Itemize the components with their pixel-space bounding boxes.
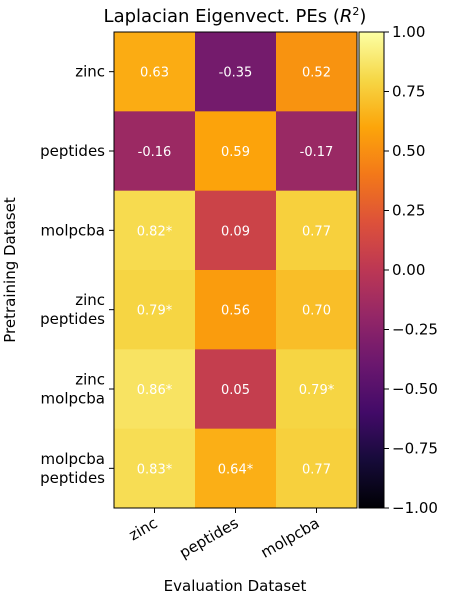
colorbar-tick-label: −0.25 xyxy=(392,321,438,339)
x-tick-label: zinc xyxy=(126,514,161,544)
cell-value-label: -0.35 xyxy=(219,66,253,81)
y-axis-label: Pretraining Dataset xyxy=(1,197,19,343)
cell-value-label: -0.16 xyxy=(138,145,172,160)
heatmap-cell xyxy=(114,270,196,350)
heatmap-cell xyxy=(276,190,358,271)
y-tick-label: peptides xyxy=(40,310,105,328)
heatmap-cell xyxy=(195,349,277,430)
cell-value-label: 0.79* xyxy=(137,304,173,319)
cell-value-label: 0.09 xyxy=(221,224,250,239)
heatmap-cell xyxy=(114,32,196,112)
y-tick-label: molpcba xyxy=(41,390,105,408)
colorbar-ticks: 1.00 0.75 0.50 0.25 0.00 −0.25 −0.50 −0.75 −1.00 xyxy=(384,23,438,517)
y-tick-label: zinc xyxy=(75,291,105,309)
x-tick-label: molpcba xyxy=(258,514,323,562)
x-axis-label: Evaluation Dataset xyxy=(164,577,307,595)
y-tick-label: peptides xyxy=(40,469,105,487)
cell-value-label: 0.82* xyxy=(137,224,173,239)
heatmap-cell xyxy=(195,270,277,350)
cell-value-label: 0.56 xyxy=(221,304,250,319)
heatmap-cell xyxy=(114,349,196,430)
colorbar-tick-label: 0.25 xyxy=(392,202,425,220)
cell-value-label: 0.70 xyxy=(302,304,331,319)
y-tick-label: zinc xyxy=(75,371,105,389)
heatmap-cell xyxy=(276,349,358,430)
heatmap-cell xyxy=(195,111,277,192)
heatmap-cell xyxy=(114,111,196,192)
colorbar-tick-label: 0.50 xyxy=(392,142,425,160)
heatmap-cell xyxy=(276,32,358,112)
heatmap-cell xyxy=(276,111,358,192)
y-tick-label: peptides xyxy=(40,142,105,160)
x-tick-label: peptides xyxy=(176,514,241,562)
heatmap-cell xyxy=(195,190,277,271)
cell-value-label: 0.63 xyxy=(140,66,169,81)
heatmap-cell xyxy=(276,270,358,350)
y-tick-label: zinc xyxy=(75,63,105,81)
colorbar-tick-label: 0.75 xyxy=(392,83,425,101)
cell-value-label: 0.52 xyxy=(302,66,331,81)
cell-value-label: 0.64* xyxy=(218,462,254,477)
heatmap-cell-labels: 0.63 -0.35 0.52 -0.16 0.59 -0.17 0.82* 0.09 0.77… xyxy=(137,66,335,478)
chart-title: Laplacian Eigenvect. PEs (R2) xyxy=(104,5,367,27)
cell-value-label: 0.77 xyxy=(302,224,331,239)
cell-value-label: 0.83* xyxy=(137,462,173,477)
colorbar-tick-label: −0.50 xyxy=(392,380,438,398)
colorbar-tick-label: −1.00 xyxy=(392,499,438,517)
cell-value-label: -0.17 xyxy=(300,145,334,160)
heatmap-cell xyxy=(114,428,196,509)
heatmap-cell xyxy=(195,32,277,112)
y-tick-label: molpcba xyxy=(41,450,105,468)
heatmap-cell xyxy=(195,428,277,509)
x-axis-ticks: zinc peptides molpcba xyxy=(126,508,323,562)
cell-value-label: 0.59 xyxy=(221,145,250,160)
colorbar-tick-label: 0.00 xyxy=(392,261,425,279)
colorbar xyxy=(358,31,385,509)
colorbar-tick-label: −0.75 xyxy=(392,440,438,458)
cell-value-label: 0.86* xyxy=(137,383,173,398)
heatmap-cell xyxy=(276,428,358,509)
heatmap-cell xyxy=(114,190,196,271)
y-axis-ticks: zincpeptidesmolpcbazincpeptideszincmolpc… xyxy=(40,63,114,487)
cell-value-label: 0.79* xyxy=(299,383,335,398)
cell-value-label: 0.05 xyxy=(221,383,250,398)
heatmap-cells xyxy=(114,32,358,509)
colorbar-tick-label: 1.00 xyxy=(392,23,425,41)
y-tick-label: molpcba xyxy=(41,221,105,239)
cell-value-label: 0.77 xyxy=(302,462,331,477)
